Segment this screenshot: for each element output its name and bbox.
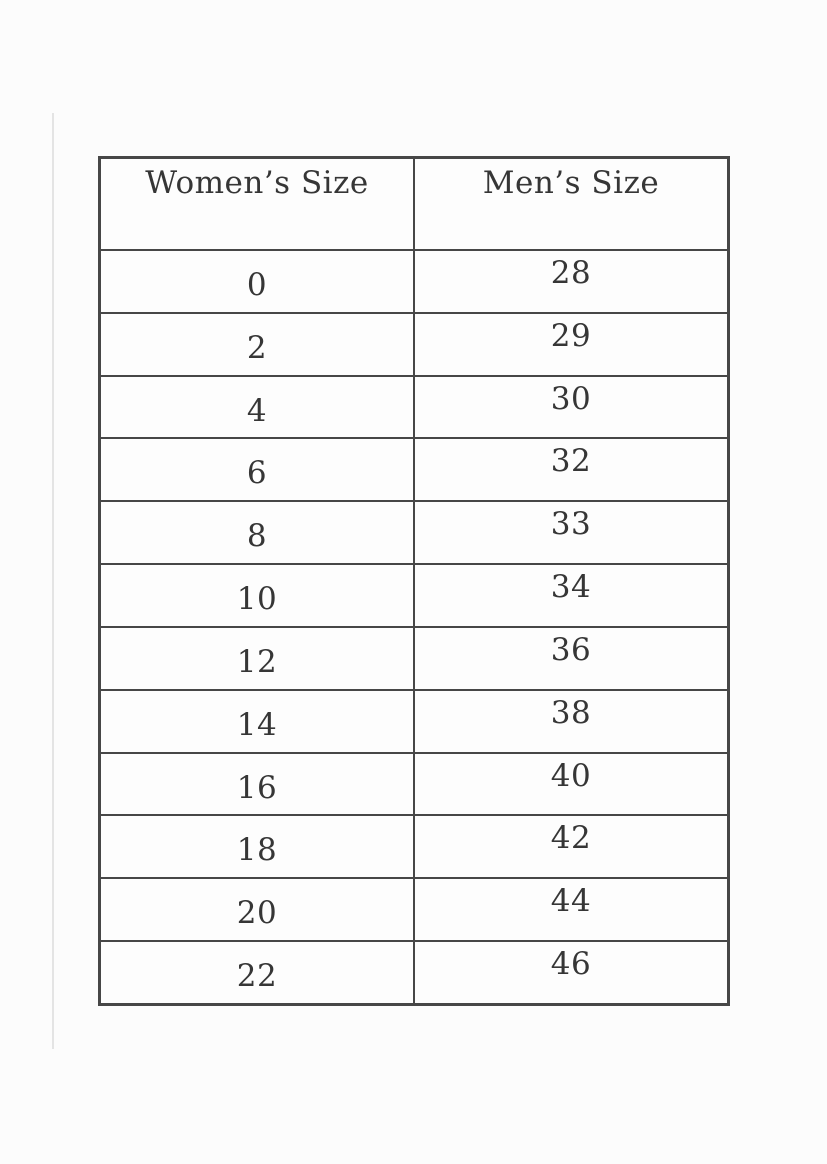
mens-size-cell: 30 (415, 374, 727, 438)
womens-size-cell: 4 (101, 374, 415, 438)
womens-size-cell: 6 (101, 437, 415, 501)
mens-size-cell: 29 (415, 311, 727, 375)
mens-size-cell: 36 (415, 625, 727, 689)
womens-size-cell: 20 (101, 877, 415, 941)
womens-size-cell: 12 (101, 625, 415, 689)
mens-size-cell: 28 (415, 249, 727, 312)
mens-size-cell: 38 (415, 688, 727, 752)
column-header-mens-size: Men’s Size (482, 165, 660, 201)
mens-size-cell: 44 (415, 877, 727, 940)
column-header-womens-size: Women’s Size (101, 159, 415, 249)
womens-size-cell: 0 (101, 249, 415, 312)
mens-size-cell: 40 (415, 751, 727, 815)
mens-size-cell: 42 (415, 814, 727, 877)
womens-size-cell: 14 (101, 688, 415, 752)
size-conversion-table: Women’s Size Men’s Size 0 28 2 29 4 30 6… (98, 156, 730, 1006)
womens-size-cell: 22 (101, 940, 415, 1003)
womens-size-cell: 8 (101, 500, 415, 564)
womens-size-cell: 16 (101, 751, 415, 815)
mens-size-cell: 34 (415, 563, 727, 626)
womens-size-cell: 2 (101, 311, 415, 375)
mens-size-cell: 46 (415, 940, 727, 1003)
page-margin-line (52, 113, 54, 1049)
womens-size-cell: 10 (101, 563, 415, 626)
mens-size-cell: 32 (415, 437, 727, 500)
mens-size-cell: 33 (415, 500, 727, 563)
womens-size-cell: 18 (101, 814, 415, 878)
